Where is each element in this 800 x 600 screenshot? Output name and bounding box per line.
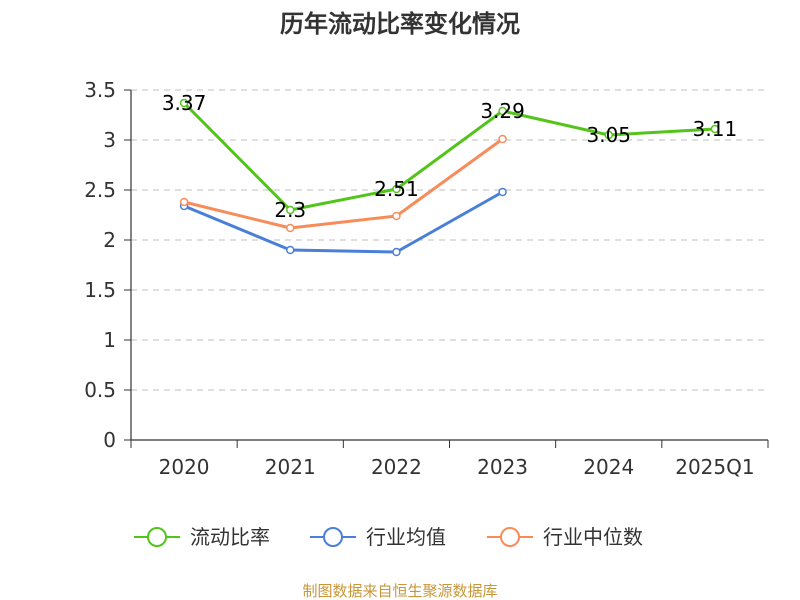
data-label: 2.51 <box>374 177 419 201</box>
data-label: 3.37 <box>162 91 207 115</box>
series-line <box>183 101 716 212</box>
series-lines <box>179 98 720 257</box>
y-tick-label: 2.5 <box>84 178 116 202</box>
legend-item-1[interactable]: 行业均值 <box>310 525 446 549</box>
data-point <box>498 187 507 197</box>
y-tick-label: 3 <box>103 128 116 152</box>
legend-item-2[interactable]: 行业中位数 <box>487 525 643 549</box>
legend[interactable]: 流动比率 行业均值 行业中位数 <box>134 525 643 549</box>
legend-marker-icon <box>323 527 343 547</box>
data-point <box>392 247 401 257</box>
data-label: 3.11 <box>693 117 738 141</box>
x-tick-label: 2024 <box>583 455 634 479</box>
data-point <box>498 134 507 144</box>
x-tick-label: 2025Q1 <box>675 455 754 479</box>
series-line <box>183 190 504 254</box>
axes: 0 0.5 1 1.5 2 2.5 3 3.5 2020 2021 2022 2023 2024 2025… <box>84 78 769 479</box>
data-point <box>604 130 613 140</box>
legend-label: 行业均值 <box>366 525 446 549</box>
data-point <box>286 223 295 233</box>
legend-marker-icon <box>500 527 520 547</box>
x-tick-label: 2023 <box>477 455 528 479</box>
y-tick-label: 1 <box>103 328 116 352</box>
data-point <box>179 197 189 207</box>
data-label: 3.05 <box>586 123 631 147</box>
y-tick-label: 3.5 <box>84 78 116 102</box>
data-label: 2.3 <box>274 198 306 222</box>
data-point <box>179 98 189 108</box>
source-note: 制图数据来自恒生聚源数据库 <box>302 582 497 600</box>
series-0 <box>179 98 720 215</box>
x-tick-label: 2020 <box>159 455 210 479</box>
y-tick-label: 1.5 <box>84 278 116 302</box>
series-2 <box>179 134 507 233</box>
legend-label: 行业中位数 <box>543 525 643 549</box>
data-point <box>392 184 401 194</box>
series-line <box>183 137 504 230</box>
x-tick-label: 2021 <box>265 455 316 479</box>
grid-lines <box>131 89 768 391</box>
data-point <box>392 211 401 221</box>
y-tick-label: 2 <box>103 228 116 252</box>
y-tick-label: 0.5 <box>84 378 116 402</box>
data-labels: 3.37 2.3 2.51 3.29 3.05 3.11 <box>162 91 737 222</box>
y-tick-label: 0 <box>103 428 116 452</box>
data-point <box>710 124 720 134</box>
legend-item-0[interactable]: 流动比率 <box>134 525 270 549</box>
data-point <box>286 245 295 255</box>
x-tick-label: 2022 <box>371 455 422 479</box>
chart-title: 历年流动比率变化情况 <box>280 10 520 38</box>
data-point <box>498 106 507 116</box>
legend-label: 流动比率 <box>190 525 270 549</box>
data-label: 3.29 <box>480 99 525 123</box>
data-point <box>286 205 295 215</box>
legend-marker-icon <box>147 527 167 547</box>
